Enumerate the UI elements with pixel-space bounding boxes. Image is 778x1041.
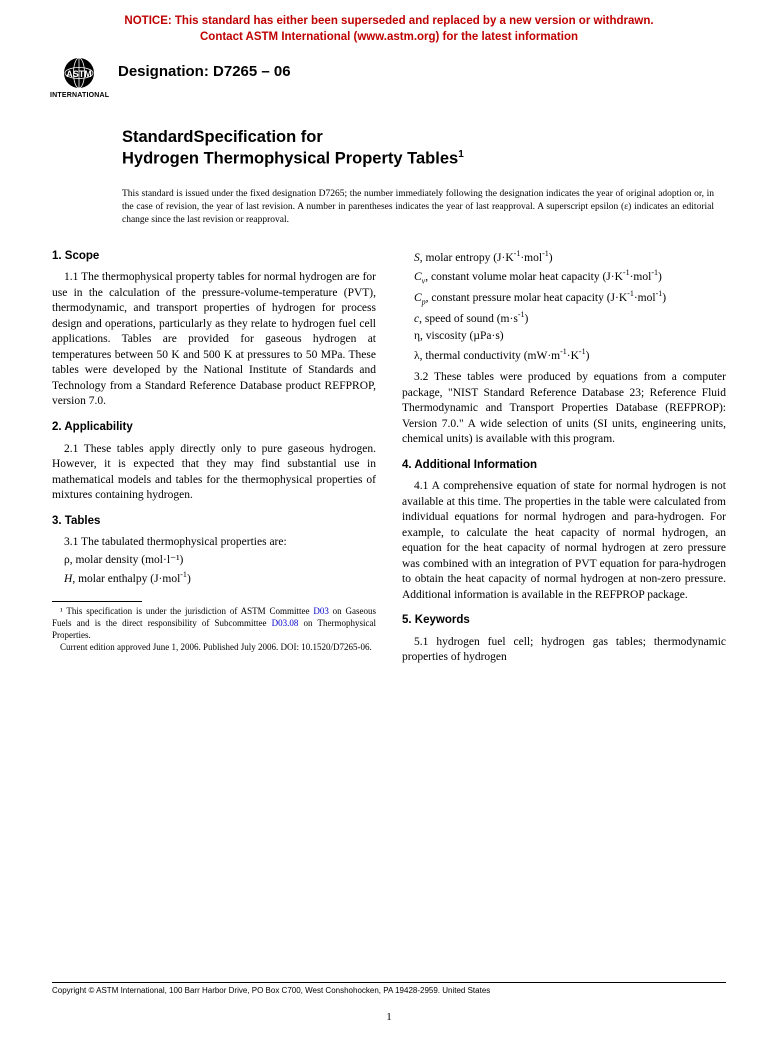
prop-c: c, speed of sound (m·s-1) [402, 310, 726, 327]
prop-cv: Cv, constant volume molar heat capacity … [402, 268, 726, 287]
issuance-note: This standard is issued under the fixed … [0, 178, 778, 226]
svg-text:ASTM: ASTM [66, 69, 92, 79]
notice-line1: NOTICE: This standard has either been su… [40, 14, 738, 30]
section-2-head: 2. Applicability [52, 420, 376, 436]
copyright-rule [52, 982, 726, 983]
section-5-head: 5. Keywords [402, 613, 726, 629]
fn-link-d0308[interactable]: D03.08 [272, 618, 299, 628]
body-columns: 1. Scope 1.1 The thermophysical property… [0, 227, 778, 672]
section-4-head: 4. Additional Information [402, 458, 726, 474]
section-3-head: 3. Tables [52, 514, 376, 530]
para-2-1: 2.1 These tables apply directly only to … [52, 442, 376, 504]
para-4-1: 4.1 A comprehensive equation of state fo… [402, 479, 726, 603]
fn-a: ¹ This specification is under the jurisd… [60, 606, 313, 616]
astm-logo: ASTM INTERNATIONAL [50, 57, 108, 99]
designation-code: D7265 – 06 [213, 63, 291, 80]
para-1-1: 1.1 The thermophysical property tables f… [52, 270, 376, 410]
copyright-line: Copyright © ASTM International, 100 Barr… [52, 986, 490, 995]
left-column: 1. Scope 1.1 The thermophysical property… [52, 249, 376, 672]
prop-lambda: λ, thermal conductivity (mW·m-1·K-1) [402, 347, 726, 364]
footnote-rule [52, 601, 142, 602]
title-line1: StandardSpecification for [122, 127, 718, 148]
para-5-1: 5.1 hydrogen fuel cell; hydrogen gas tab… [402, 635, 726, 666]
footnote-2: Current edition approved June 1, 2006. P… [52, 642, 376, 654]
prop-h: H, molar enthalpy (J·mol-1) [52, 570, 376, 587]
right-column: S, molar entropy (J·K-1·mol-1) Cv, const… [402, 249, 726, 672]
logo-label: INTERNATIONAL [50, 92, 108, 99]
title-text: Hydrogen Thermophysical Property Tables [122, 150, 458, 168]
designation: Designation: D7265 – 06 [118, 57, 291, 80]
notice-line2: Contact ASTM International (www.astm.org… [40, 30, 738, 46]
prop-eta: η, viscosity (µPa·s) [402, 329, 726, 345]
para-3-1: 3.1 The tabulated thermophysical propert… [52, 535, 376, 551]
notice-banner: NOTICE: This standard has either been su… [0, 0, 778, 49]
section-1-head: 1. Scope [52, 249, 376, 265]
para-3-2: 3.2 These tables were produced by equati… [402, 370, 726, 448]
astm-logo-icon: ASTM [55, 57, 103, 91]
prop-s: S, molar entropy (J·K-1·mol-1) [402, 249, 726, 266]
title-sup: 1 [458, 149, 464, 160]
prop-rho-text: ρ, molar density (mol·l⁻¹) [64, 554, 183, 566]
fn-link-d03[interactable]: D03 [313, 606, 329, 616]
footnote-1: ¹ This specification is under the jurisd… [52, 606, 376, 641]
header-row: ASTM INTERNATIONAL Designation: D7265 – … [0, 49, 778, 99]
prop-cp: Cp, constant pressure molar heat capacit… [402, 289, 726, 308]
title-block: StandardSpecification for Hydrogen Therm… [0, 99, 778, 178]
prop-rho: ρ, molar density (mol·l⁻¹) [52, 553, 376, 569]
title-line2: Hydrogen Thermophysical Property Tables1 [122, 148, 718, 170]
designation-prefix: Designation: [118, 63, 213, 80]
page-number: 1 [0, 1011, 778, 1023]
